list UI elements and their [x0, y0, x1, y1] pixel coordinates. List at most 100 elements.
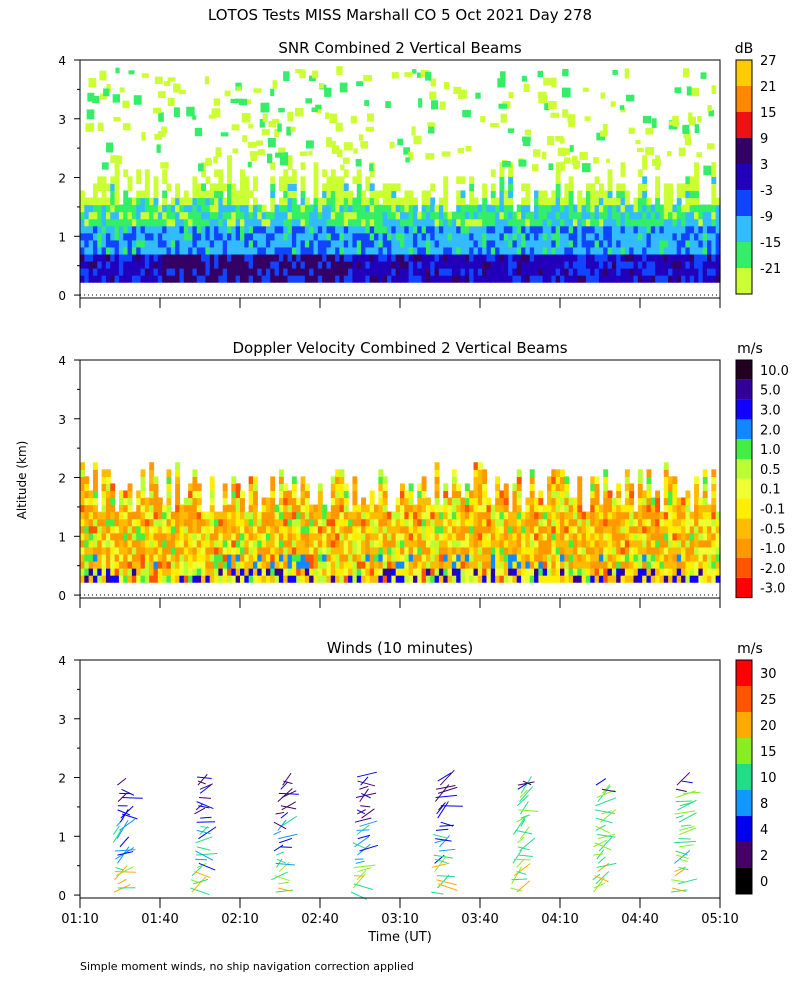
heatmap-cell	[283, 152, 288, 158]
heatmap-cell	[313, 518, 319, 527]
heatmap-cell	[387, 268, 392, 276]
heatmap-cell	[348, 511, 354, 520]
heatmap-cell	[283, 176, 289, 185]
colorbar-label: 2	[760, 849, 768, 864]
heatmap-cell	[521, 568, 527, 576]
heatmap-cell	[456, 260, 462, 269]
heatmap-cell	[317, 568, 323, 576]
heatmap-cell	[551, 497, 557, 506]
y-tick-label: 2	[58, 472, 66, 486]
colorbar-label: 0	[760, 875, 768, 890]
heatmap-cell	[304, 546, 310, 555]
heatmap-cell	[598, 232, 604, 241]
heatmap-cell	[685, 539, 691, 548]
heatmap-cell	[663, 197, 669, 206]
heatmap-cell	[304, 232, 310, 241]
heatmap-cell	[252, 504, 258, 513]
heatmap-cell	[240, 190, 245, 199]
heatmap-cell	[663, 275, 669, 283]
heatmap-cell	[162, 169, 168, 177]
heatmap-cell	[291, 183, 297, 192]
heatmap-cell	[451, 211, 457, 220]
heatmap-cell	[231, 183, 237, 192]
heatmap-cell	[97, 525, 103, 534]
y-tick-label: 2	[58, 172, 66, 186]
heatmap-cell	[404, 497, 410, 506]
heatmap-cell	[97, 253, 103, 262]
wind-barb	[357, 834, 371, 840]
heatmap-cell	[663, 239, 669, 248]
heatmap-cell	[404, 575, 410, 583]
heatmap-cell	[581, 239, 587, 248]
heatmap-cell	[495, 218, 501, 227]
wind-barb	[191, 866, 203, 877]
wind-barb	[197, 862, 207, 868]
heatmap-cell	[304, 490, 310, 499]
heatmap-cell	[581, 163, 591, 173]
wind-barb	[671, 879, 687, 883]
heatmap-cell	[585, 204, 591, 213]
heatmap-cell	[205, 232, 211, 241]
heatmap-cell	[231, 225, 237, 234]
heatmap-cell	[304, 504, 310, 513]
heatmap-cell	[508, 232, 514, 241]
heatmap-cell	[486, 539, 492, 548]
heatmap-cell	[603, 239, 609, 248]
heatmap-cell	[642, 268, 648, 276]
heatmap-cell	[257, 232, 263, 241]
colorbar-swatch	[736, 816, 752, 842]
heatmap-cell	[577, 553, 583, 562]
heatmap-cell	[694, 253, 699, 262]
colorbar-swatch	[736, 686, 752, 712]
heatmap-cell	[92, 511, 98, 520]
heatmap-cell	[702, 568, 708, 576]
heatmap-cell	[179, 232, 185, 241]
heatmap-cell	[222, 504, 228, 513]
heatmap-cell	[655, 268, 661, 276]
heatmap-cell	[364, 100, 370, 106]
heatmap-cell	[646, 211, 652, 220]
heatmap-cell	[611, 253, 617, 262]
heatmap-cell	[326, 218, 332, 227]
heatmap-cell	[144, 525, 150, 534]
heatmap-cell	[88, 504, 94, 513]
heatmap-cell	[240, 511, 245, 520]
heatmap-cell	[166, 476, 172, 485]
heatmap-cell	[123, 511, 129, 520]
heatmap-cell	[175, 225, 181, 234]
heatmap-cell	[231, 490, 237, 499]
heatmap-cell	[322, 532, 328, 541]
heatmap-cell	[495, 575, 501, 583]
heatmap-cell	[629, 246, 635, 255]
y-tick-label: 3	[58, 113, 66, 127]
heatmap-cell	[555, 532, 561, 541]
heatmap-cell	[434, 560, 440, 569]
heatmap-cell	[326, 204, 332, 213]
heatmap-cell	[534, 575, 539, 583]
heatmap-cell	[555, 176, 561, 185]
heatmap-cell	[261, 511, 267, 520]
heatmap-cell	[192, 253, 198, 262]
heatmap-cell	[296, 253, 302, 262]
heatmap-cell	[685, 204, 691, 213]
heatmap-cell	[616, 260, 622, 269]
heatmap-cell	[512, 239, 518, 248]
heatmap-cell	[270, 197, 276, 206]
heatmap-cell	[698, 218, 704, 227]
heatmap-cell	[84, 268, 90, 276]
heatmap-cell	[140, 218, 146, 227]
heatmap-cell	[512, 504, 518, 513]
heatmap-cell	[547, 225, 552, 234]
heatmap-cell	[205, 253, 211, 262]
heatmap-cell	[179, 504, 185, 513]
heatmap-cell	[149, 232, 155, 241]
heatmap-cell	[672, 204, 678, 213]
heatmap-cell	[391, 260, 397, 269]
heatmap-cell	[382, 511, 388, 520]
heatmap-cell	[430, 218, 436, 227]
heatmap-cell	[512, 518, 518, 527]
heatmap-cell	[118, 211, 124, 220]
heatmap-cell	[395, 183, 401, 192]
heatmap-cell	[512, 275, 518, 283]
